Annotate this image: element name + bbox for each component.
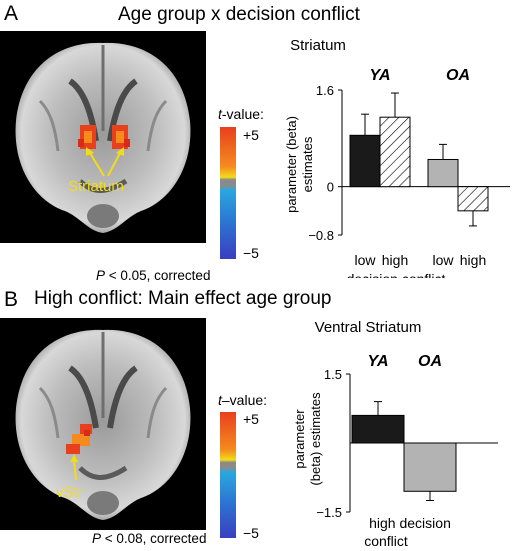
colorbar-a — [220, 127, 236, 259]
y-tick-label-a: −0.8 — [308, 228, 334, 243]
arrow-b — [70, 454, 78, 481]
y-axis-label-line1-b: parameter — [292, 409, 307, 469]
colorbar-title-b: t–value: — [218, 392, 268, 408]
panel-letter-b: B — [4, 288, 19, 311]
chart-a-title: Striatum — [290, 37, 346, 54]
bar-ya-high — [379, 116, 411, 188]
colorbar-title-a: t-value: — [218, 106, 264, 122]
colorbar-max-a: +5 — [243, 127, 259, 143]
brain-label-striatum: Striatum — [68, 178, 124, 195]
group-label-oa: OA — [446, 67, 470, 84]
p-value-caption-b: P < 0.08, corrected — [92, 531, 207, 546]
bar-b-oa — [403, 442, 457, 492]
x-tick-label-ya-low: low — [354, 252, 376, 268]
brain-image-a — [0, 31, 206, 243]
y-tick-label-b: 1.5 — [324, 367, 342, 382]
panel-b-title: High conflict: Main effect age group — [34, 288, 332, 309]
x-axis-label-line1-b: high decision — [369, 515, 451, 531]
group-label-b-ya: YA — [367, 353, 388, 370]
group-label-ya: YA — [369, 67, 390, 84]
chart-a: Striatum 1.6 0 −0.8 parameter (beta)estimate… — [284, 37, 510, 278]
p-value-caption-a: P < 0.05, corrected — [96, 268, 211, 283]
colorbar-min-a: −5 — [243, 245, 259, 261]
arrow-left-a — [89, 152, 105, 177]
y-axis-label-b: parameter(beta) estimates — [292, 392, 323, 486]
y-tick-label-a: 0 — [327, 180, 334, 195]
group-label-b-oa: OA — [418, 353, 442, 370]
colorbar-min-b: −5 — [243, 525, 259, 541]
bar-oa-low — [427, 158, 459, 188]
brain-image-b — [0, 318, 206, 530]
bar-b-ya — [351, 414, 405, 444]
chart-b-title: Ventral Striatum — [315, 319, 422, 336]
y-axis-label-line2-b: (beta) estimates — [308, 392, 323, 486]
x-tick-label-oa-high: high — [460, 252, 486, 268]
activation-blobs-b — [66, 424, 92, 454]
y-axis-label-a: parameter (beta)estimates — [284, 116, 315, 213]
x-axis-label-a: decision conflict — [347, 271, 446, 278]
colorbar-max-b: +5 — [243, 411, 259, 427]
bar-ya-low — [349, 134, 381, 188]
y-axis-label-line1-a: parameter (beta) — [284, 116, 299, 213]
chart-b: Ventral Striatum 1.5 −1.5 parameter(beta) e… — [292, 319, 498, 549]
activation-blobs-a — [78, 125, 130, 149]
panel-a-title: Age group x decision conflict — [118, 4, 360, 25]
x-tick-label-oa-low: low — [432, 252, 454, 268]
arrows-a — [86, 147, 124, 177]
brain-label-vstr: vStr — [56, 484, 83, 501]
x-axis-label-line2-b: conflict — [364, 533, 408, 549]
colorbar-b — [220, 412, 236, 538]
y-tick-label-b: −1.5 — [316, 505, 342, 520]
y-tick-label-a: 1.6 — [316, 83, 334, 98]
y-axis-label-line2-a: estimates — [300, 136, 315, 192]
bar-oa-high — [457, 186, 489, 212]
panel-letter-a: A — [4, 2, 19, 25]
x-tick-label-ya-high: high — [382, 252, 408, 268]
arrow-right-a — [107, 152, 121, 177]
